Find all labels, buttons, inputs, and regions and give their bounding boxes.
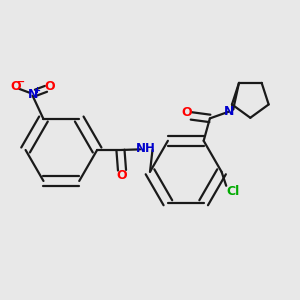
Text: N: N xyxy=(27,88,38,100)
Text: O: O xyxy=(117,169,127,182)
Text: N: N xyxy=(224,105,234,118)
Text: +: + xyxy=(33,86,40,95)
Text: NH: NH xyxy=(135,142,155,155)
Text: O: O xyxy=(44,80,55,94)
Text: O: O xyxy=(182,106,192,119)
Text: Cl: Cl xyxy=(227,185,240,198)
Text: −: − xyxy=(17,76,25,86)
Text: O: O xyxy=(10,80,21,94)
